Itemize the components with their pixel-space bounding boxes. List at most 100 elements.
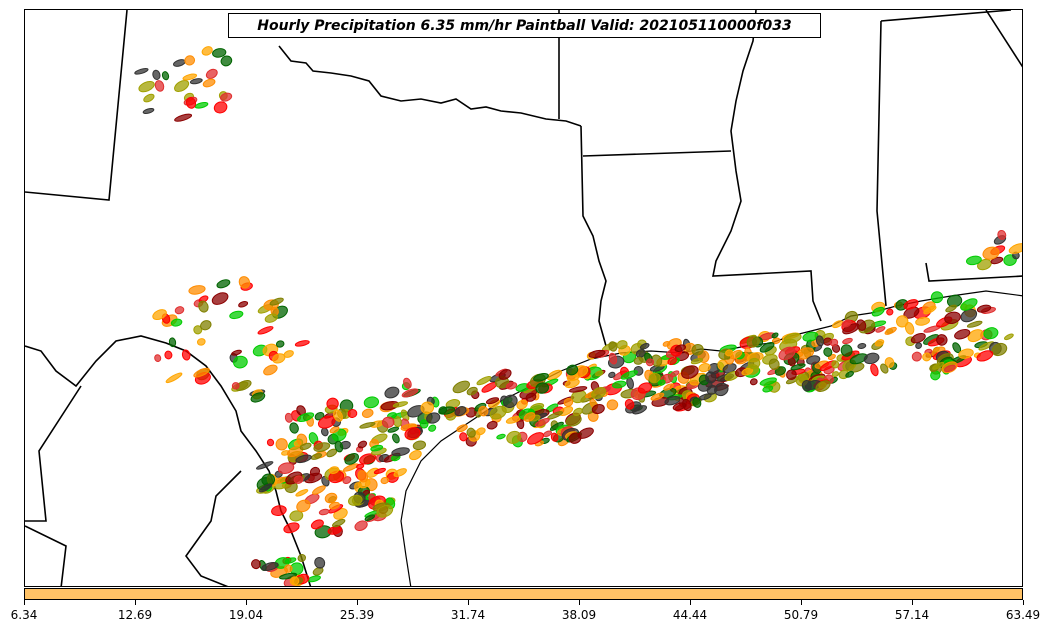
precip-blob [1008,243,1022,254]
precip-blob [310,453,323,460]
map-canvas [25,10,1022,586]
precip-blob [565,414,582,427]
colorbar-tick-label: 50.79 [783,608,819,622]
precip-blob [657,379,666,386]
precip-blob [250,392,266,403]
precip-blob [944,311,961,325]
precip-blob [502,394,518,408]
precip-blob [165,372,183,384]
precip-blob [815,335,825,347]
precip-blob [768,358,780,370]
precip-blob [380,476,390,485]
colorbar-tick-label: 57.14 [894,608,930,622]
precip-blob [650,392,665,401]
precip-blob [216,279,231,289]
precip-blob [333,409,343,422]
precip-blob [535,418,550,427]
precip-blob [611,380,627,389]
colorbar-tick [23,600,25,605]
precip-blob [134,67,149,75]
precip-blob [354,520,368,531]
precip-blob [667,357,678,366]
precip-blob [428,424,437,432]
precip-blob [749,378,758,386]
precip-blob [875,326,886,333]
precip-blob [664,396,681,406]
precip-blob [173,59,186,67]
precip-blob [438,406,448,414]
precip-blob [164,350,173,360]
precip-blob [936,334,948,346]
precip-blob [220,55,233,67]
precip-blob [289,422,299,434]
precip-blob [806,355,821,365]
al-ga-border [985,10,1022,68]
precip-blob [706,384,718,395]
precip-blob [884,326,897,335]
precip-blob [314,556,326,569]
precip-blob [459,432,468,442]
precip-blob [357,440,368,449]
precip-blob [943,364,956,373]
precip-blob [550,432,559,442]
precip-blob [361,408,374,418]
colorbar [24,588,1023,600]
precip-blob [387,426,400,433]
colorbar-tick [689,600,691,605]
precip-blob [790,363,806,371]
precip-blob [284,564,293,573]
precip-blob [624,399,635,410]
colorbar-tick [1022,600,1024,605]
precip-blob [594,370,604,377]
precip-blob [778,346,796,361]
precip-blob [373,467,386,475]
precip-blob [412,440,427,451]
precip-blob [404,427,421,440]
precip-blob [983,327,999,340]
precip-blob [705,371,717,384]
precip-blob [454,406,467,417]
precip-blob [194,101,209,109]
precip-blob [945,304,957,313]
precip-blob [363,396,380,409]
precip-blob [871,306,885,317]
precip-blob [174,80,190,92]
precip-blob [359,453,377,465]
precip-blob [672,402,687,411]
precip-blob [606,399,619,411]
precip-blob [783,332,802,344]
colorbar-tick [911,600,913,605]
precip-blob [263,364,278,376]
precip-blob [915,342,923,349]
precip-blob [357,470,369,483]
precip-blob [181,349,191,361]
colorbar-tick-label: 25.39 [339,608,375,622]
precip-blob [409,450,422,461]
precip-blob [466,427,476,438]
precip-blob [202,78,216,88]
precip-blob [922,352,932,362]
precip-blob [645,358,655,367]
precip-blob [271,505,287,516]
precip-blob [486,420,498,430]
precip-blob [392,433,400,444]
colorbar-tick-label: 38.09 [561,608,597,622]
precip-blob [138,80,155,93]
precip-blob [725,349,734,357]
mexico-state-line-2 [185,470,242,586]
precip-blob [312,566,324,576]
precip-blob [277,462,295,474]
precip-blob [392,401,409,408]
precip-blob [690,357,704,365]
precip-blob [297,554,307,562]
colorbar-tick [134,600,136,605]
colorbar-tick-label: 12.69 [117,608,153,622]
precip-blob [997,229,1007,240]
precip-blob [376,505,394,518]
precip-blob [608,341,618,352]
precip-blob [620,370,638,380]
precip-blob [313,442,331,452]
precip-blob [982,246,1000,260]
precip-blob [251,559,261,570]
precip-blob [485,397,500,405]
